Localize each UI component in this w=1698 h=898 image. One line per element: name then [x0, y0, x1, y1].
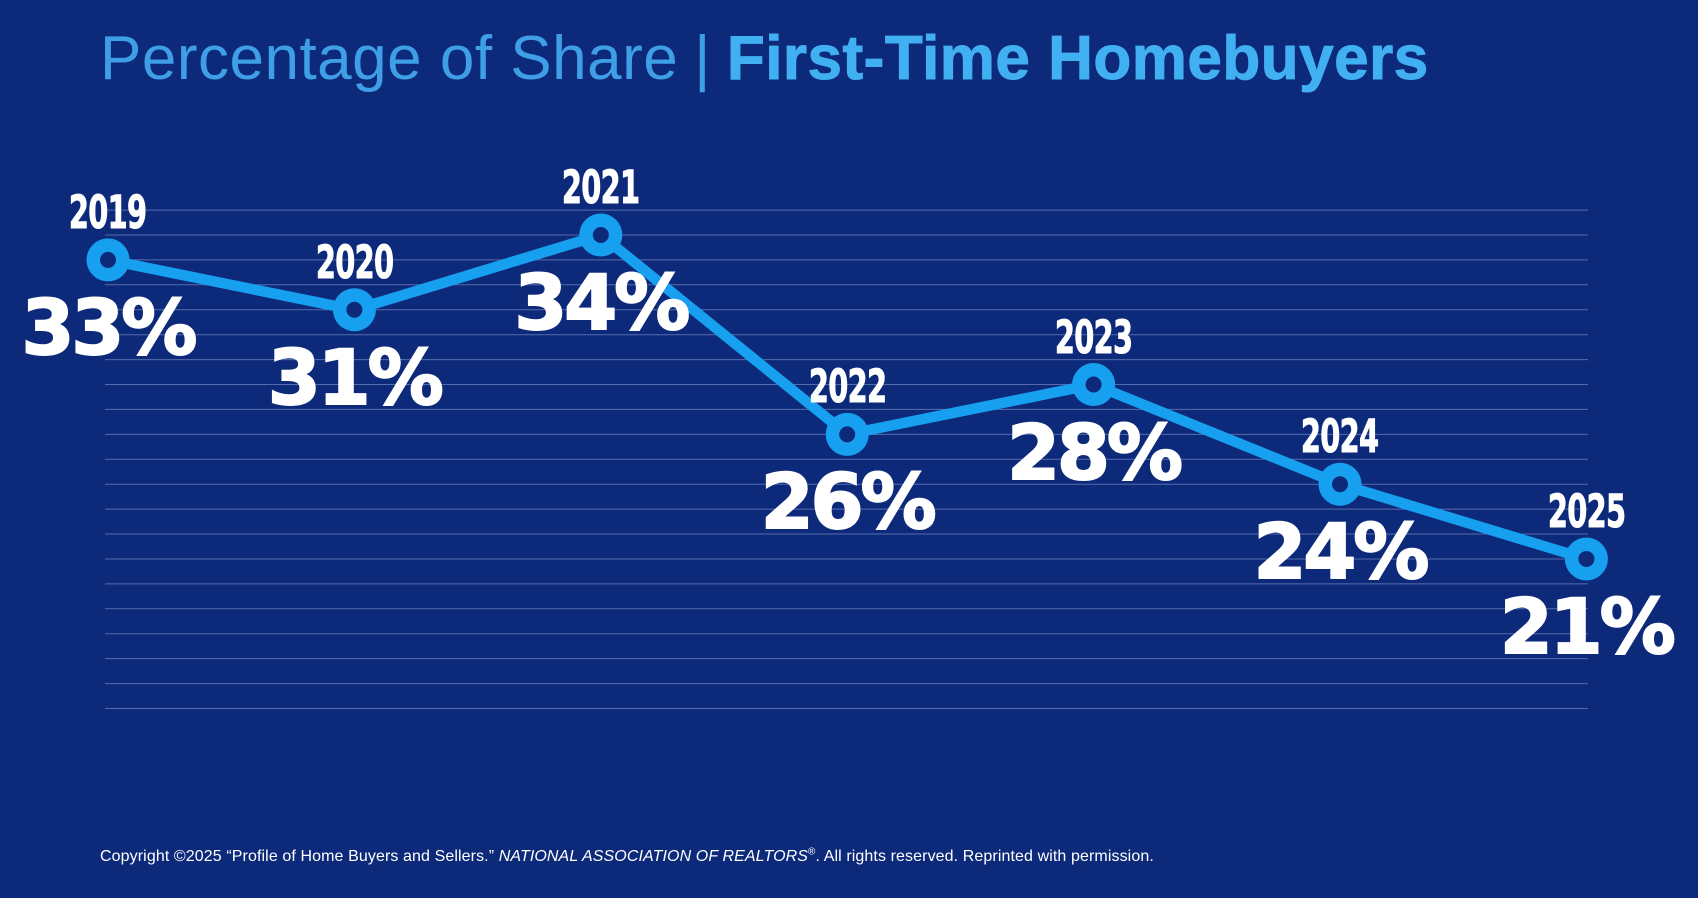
- data-point-hole: [1085, 376, 1102, 393]
- data-point-hole: [100, 251, 116, 268]
- copyright-prefix: Copyright ©2025 “Profile of Home Buyers …: [100, 848, 499, 865]
- copyright-org-name: NATIONAL ASSOCIATION OF REALTORS: [498, 848, 809, 865]
- year-label-text: 2020: [315, 235, 394, 289]
- data-point-hole: [839, 426, 856, 443]
- year-label: 2025: [1466, 484, 1698, 538]
- value-label: 31%: [267, 332, 445, 422]
- data-point-hole: [1332, 476, 1348, 493]
- title-bold-part: First-Time Homebuyers: [726, 24, 1429, 93]
- year-label: 2022: [727, 360, 967, 414]
- data-series: [86, 213, 1608, 581]
- copyright-text: Copyright ©2025 “Profile of Home Buyers …: [100, 846, 1154, 866]
- year-label: 2019: [0, 185, 228, 239]
- year-label-text: 2023: [1054, 310, 1133, 364]
- year-label: 2020: [234, 235, 474, 289]
- value-label: 21%: [1499, 581, 1677, 671]
- year-label-text: 2025: [1547, 484, 1626, 538]
- copyright-suffix: . All rights reserved. Reprinted with pe…: [815, 848, 1154, 865]
- value-label: 28%: [1006, 407, 1184, 497]
- year-label: 2021: [481, 161, 721, 214]
- value-label: 26%: [760, 457, 938, 547]
- data-point-hole: [1578, 550, 1595, 567]
- value-label: 24%: [1253, 507, 1431, 597]
- year-label: 2024: [1220, 410, 1460, 464]
- year-label-text: 2024: [1301, 410, 1380, 464]
- chart-title: Percentage of Share | First-Time Homebuyer…: [100, 24, 1429, 93]
- year-label-text: 2022: [808, 360, 887, 414]
- title-light-part: Percentage of Share: [100, 24, 679, 93]
- data-point-hole: [346, 301, 363, 318]
- data-point-hole: [592, 227, 609, 243]
- registered-mark: ®: [808, 846, 816, 858]
- value-label: 33%: [21, 282, 199, 372]
- year-label: 2023: [974, 310, 1214, 364]
- value-label: 34%: [513, 258, 691, 347]
- title-separator: |: [694, 24, 711, 93]
- year-label-text: 2019: [69, 185, 148, 239]
- year-label-text: 2021: [561, 161, 641, 214]
